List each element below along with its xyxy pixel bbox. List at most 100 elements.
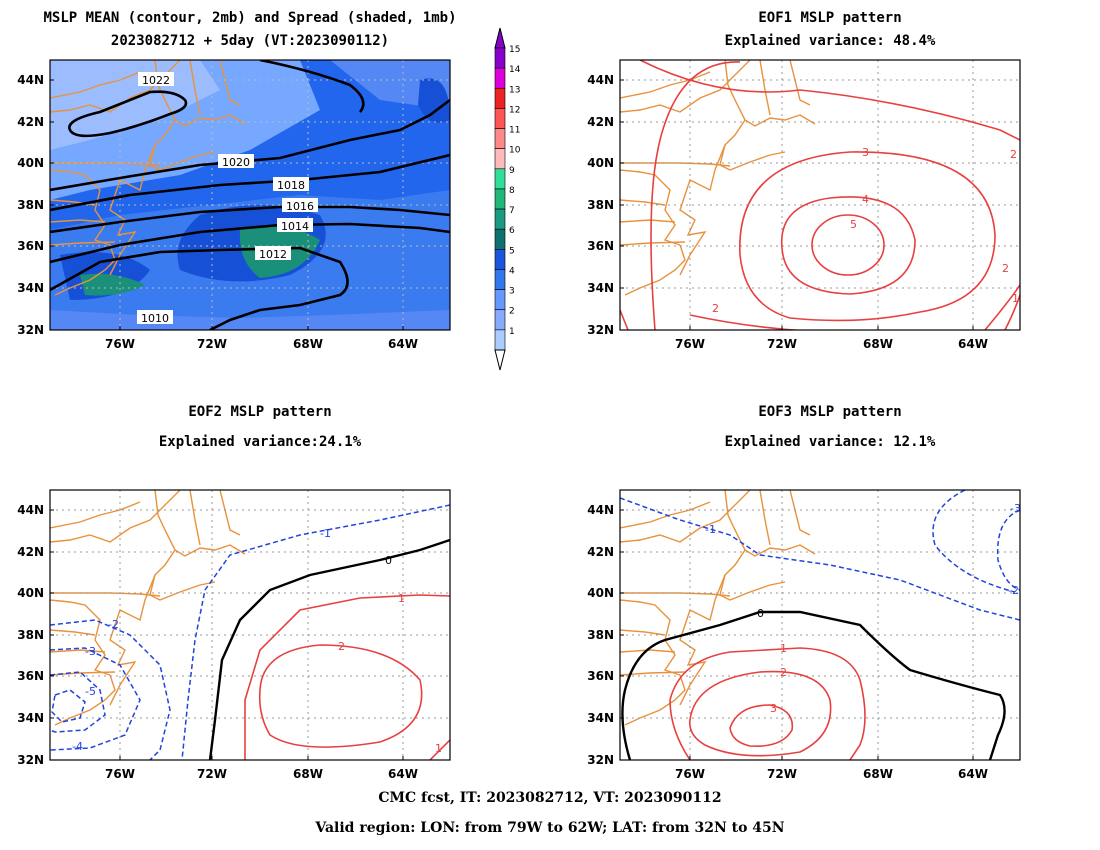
colorbar-min-arrow bbox=[494, 349, 506, 371]
lat-tick-label: 32N bbox=[17, 323, 44, 337]
lon-tick-label: 76W bbox=[675, 767, 705, 781]
lat-tick-label: 38N bbox=[17, 198, 44, 212]
colorbar-max-arrow bbox=[494, 27, 506, 49]
eof1-map-panel: 3 4 5 2 2 2 1 bbox=[619, 59, 1021, 331]
lon-tick-label: 72W bbox=[197, 337, 227, 351]
lat-tick-label: 40N bbox=[587, 586, 614, 600]
contour-label: -3 bbox=[85, 645, 96, 658]
contour-label: 2 bbox=[1010, 148, 1017, 161]
colorbar-swatch bbox=[494, 148, 506, 170]
lat-tick-label: 32N bbox=[17, 753, 44, 767]
colorbar-swatch bbox=[494, 208, 506, 230]
lat-tick-label: 44N bbox=[17, 73, 44, 87]
contour-label: 3 bbox=[770, 702, 777, 715]
colorbar-label: 13 bbox=[509, 85, 520, 95]
lat-tick-label: 32N bbox=[587, 753, 614, 767]
colorbar-swatch bbox=[494, 249, 506, 270]
colorbar-label: 4 bbox=[509, 266, 515, 276]
lat-tick-label: 34N bbox=[17, 281, 44, 295]
contour-label: 1 bbox=[435, 742, 442, 755]
lat-tick-label: 36N bbox=[587, 239, 614, 253]
colorbar-swatch bbox=[494, 329, 506, 351]
contour-label: 1018 bbox=[277, 179, 305, 192]
eof3-map-panel: -1 -2 -3 0 1 2 3 bbox=[619, 489, 1021, 761]
colorbar-swatch bbox=[494, 269, 506, 290]
contour-label: 1022 bbox=[142, 74, 170, 87]
contour-label: -3 bbox=[1010, 502, 1021, 515]
contour-label: 1 bbox=[1012, 292, 1019, 305]
contour-label: 5 bbox=[850, 218, 857, 231]
contour-label: 0 bbox=[385, 554, 392, 567]
eof2-title-line1: EOF2 MSLP pattern bbox=[188, 404, 332, 420]
mean-map-panel: 1022 1020 1018 1016 1014 1012 1010 bbox=[49, 59, 451, 331]
lon-tick-label: 76W bbox=[105, 337, 135, 351]
mean-title-line1: MSLP MEAN (contour, 2mb) and Spread (sha… bbox=[43, 10, 457, 26]
footer-line2: Valid region: LON: from 79W to 62W; LAT:… bbox=[315, 820, 785, 836]
colorbar-label: 11 bbox=[509, 126, 520, 136]
contour-label: -2 bbox=[108, 618, 119, 631]
colorbar-swatch bbox=[494, 188, 506, 210]
colorbar-label: 14 bbox=[509, 65, 521, 75]
lon-tick-label: 64W bbox=[958, 337, 988, 351]
lon-tick-label: 64W bbox=[388, 337, 418, 351]
eof3-title-line1: EOF3 MSLP pattern bbox=[758, 404, 902, 420]
lon-tick-label: 68W bbox=[293, 767, 323, 781]
colorbar-swatch bbox=[494, 309, 506, 331]
contour-label: 1 bbox=[780, 642, 787, 655]
contour-label: -1 bbox=[705, 523, 716, 536]
colorbar-swatch bbox=[494, 108, 506, 129]
lat-tick-label: 34N bbox=[17, 711, 44, 725]
lon-tick-label: 72W bbox=[767, 337, 797, 351]
contour-label: -1 bbox=[320, 527, 331, 540]
lat-tick-label: 38N bbox=[587, 198, 614, 212]
colorbar-label: 6 bbox=[509, 226, 515, 236]
lon-tick-label: 76W bbox=[675, 337, 705, 351]
lat-tick-label: 40N bbox=[17, 586, 44, 600]
colorbar-label: 8 bbox=[509, 186, 515, 196]
colorbar-label: 7 bbox=[509, 206, 515, 216]
lat-tick-label: 38N bbox=[587, 628, 614, 642]
colorbar-swatch bbox=[494, 67, 506, 89]
lon-tick-label: 64W bbox=[388, 767, 418, 781]
contour-label: 1 bbox=[398, 592, 405, 605]
lon-tick-label: 68W bbox=[863, 767, 893, 781]
lat-tick-label: 36N bbox=[17, 239, 44, 253]
contour-label: 1014 bbox=[281, 220, 309, 233]
lat-tick-label: 42N bbox=[587, 115, 614, 129]
contour-label: -2 bbox=[1008, 584, 1019, 597]
colorbar-swatch bbox=[494, 128, 506, 149]
colorbar-swatch bbox=[494, 47, 506, 69]
colorbar-label: 3 bbox=[509, 287, 515, 297]
lat-tick-label: 44N bbox=[587, 503, 614, 517]
contour-label: 3 bbox=[862, 146, 869, 159]
contour-label: -4 bbox=[72, 740, 83, 753]
footer-line1: CMC fcst, IT: 2023082712, VT: 2023090112 bbox=[378, 790, 722, 806]
eof3-title-line2: Explained variance: 12.1% bbox=[724, 434, 936, 450]
lat-tick-label: 42N bbox=[17, 115, 44, 129]
contour-label: 0 bbox=[757, 607, 764, 620]
colorbar-label: 2 bbox=[509, 307, 515, 317]
contour-label: 1020 bbox=[222, 156, 250, 169]
contour-label: 1012 bbox=[259, 248, 287, 261]
lat-tick-label: 44N bbox=[17, 503, 44, 517]
axis-ticks: 44N 42N 40N 38N 36N 34N 32N 76W 72W 68W 64W 44N 42N 4… bbox=[17, 73, 988, 781]
colorbar-label: 10 bbox=[509, 146, 521, 156]
colorbar-swatch bbox=[494, 87, 506, 109]
mean-title-line2: 2023082712 + 5day (VT:2023090112) bbox=[110, 33, 390, 49]
colorbar-label: 12 bbox=[509, 105, 520, 115]
contour-label: 2 bbox=[780, 666, 787, 679]
lon-tick-label: 76W bbox=[105, 767, 135, 781]
eof1-title-line1: EOF1 MSLP pattern bbox=[758, 10, 902, 26]
lat-tick-label: 42N bbox=[587, 545, 614, 559]
eof1-title-line2: Explained variance: 48.4% bbox=[724, 33, 936, 49]
contour-label: -5 bbox=[85, 685, 96, 698]
eof1-contour-labels: 3 4 5 2 2 2 1 bbox=[712, 146, 1019, 315]
colorbar-label: 1 bbox=[509, 327, 515, 337]
contour-label: 2 bbox=[712, 302, 719, 315]
colorbar-label: 15 bbox=[509, 45, 520, 55]
colorbar-swatch bbox=[494, 168, 506, 190]
lat-tick-label: 38N bbox=[17, 628, 44, 642]
eof2-title-line2: Explained variance:24.1% bbox=[158, 434, 362, 450]
colorbar-label: 5 bbox=[509, 246, 515, 256]
lon-tick-label: 68W bbox=[293, 337, 323, 351]
